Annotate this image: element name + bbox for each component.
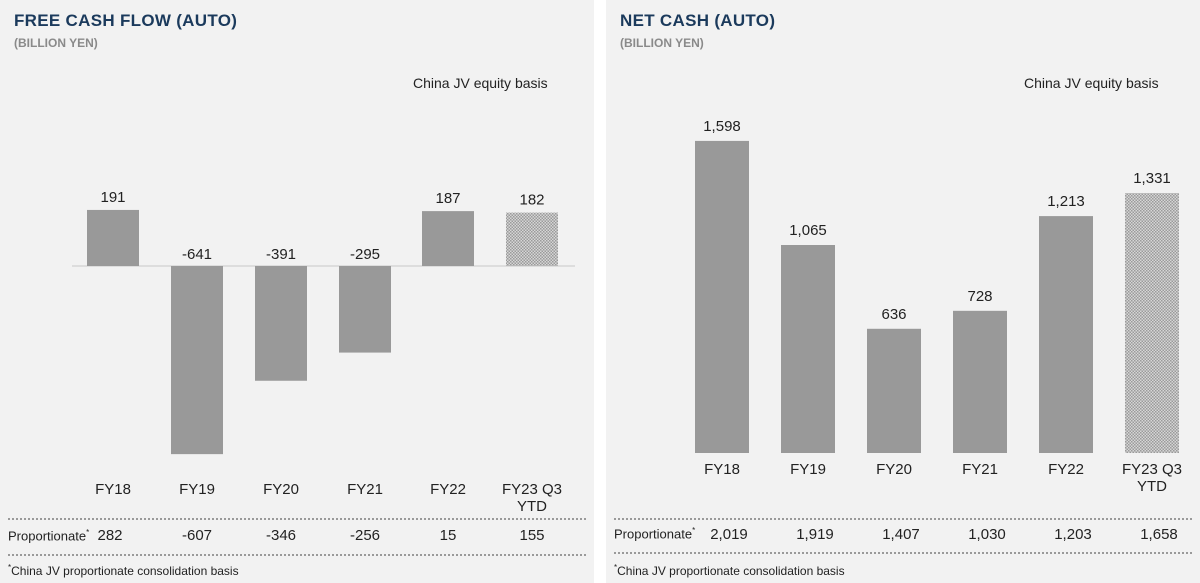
footnote: *China JV proportionate consolidation ba… xyxy=(8,563,239,578)
data-label-fy22: 1,213 xyxy=(1047,193,1085,210)
footnote: *China JV proportionate consolidation ba… xyxy=(614,563,845,578)
data-label-fy22: 187 xyxy=(435,190,460,207)
x-tick-label-fy23-q3-ytd-line-1: FY23 Q3 xyxy=(502,481,562,498)
proportionate-value-fy20: 1,407 xyxy=(882,526,920,543)
x-tick-label-fy21: FY21 xyxy=(962,461,998,478)
proportionate-value-fy20: -346 xyxy=(265,527,297,544)
data-label-fy19: 1,065 xyxy=(789,222,827,239)
x-tick-label-fy19: FY19 xyxy=(179,481,215,498)
table-divider-bottom xyxy=(8,554,586,556)
net-cash-panel: NET CASH (AUTO) (BILLION YEN) China JV e… xyxy=(606,0,1200,583)
bar-fy19 xyxy=(171,266,223,455)
table-divider-top xyxy=(8,518,586,520)
basis-note: China JV equity basis xyxy=(1024,75,1159,91)
proportionate-value-fy19: 1,919 xyxy=(796,526,834,543)
data-label-fy19: -641 xyxy=(182,246,212,263)
data-label-fy18: 1,598 xyxy=(703,118,741,135)
free-cash-flow-chart: 191 FY18 -641 FY19 -391 FY20 -295 FY21 187 FY22 18… xyxy=(72,189,575,515)
free-cash-flow-panel: FREE CASH FLOW (AUTO) (BILLION YEN) Chin… xyxy=(0,0,594,583)
x-tick-label-fy22: FY22 xyxy=(430,481,466,498)
proportionate-value-fy22: 1,203 xyxy=(1054,526,1092,543)
x-tick-label-fy23-q3-ytd-line-2: YTD xyxy=(517,498,547,515)
proportionate-value-fy23: 1,658 xyxy=(1140,526,1178,543)
bar-fy22 xyxy=(1039,216,1093,453)
proportionate-value-fy22: 15 xyxy=(439,527,457,544)
data-label-fy23-q3-ytd: 1,331 xyxy=(1133,170,1171,187)
data-label-fy23-q3-ytd: 182 xyxy=(519,192,544,209)
x-tick-label-fy22: FY22 xyxy=(1048,461,1084,478)
x-tick-label-fy18: FY18 xyxy=(95,481,131,498)
proportionate-value-fy23: 155 xyxy=(519,527,545,544)
proportionate-label: Proportionate* xyxy=(8,528,90,544)
chart-title: NET CASH (AUTO) xyxy=(620,11,776,30)
data-label-fy20: 636 xyxy=(881,306,906,323)
x-tick-label-fy19: FY19 xyxy=(790,461,826,478)
basis-note: China JV equity basis xyxy=(413,75,548,91)
proportionate-label: Proportionate* xyxy=(614,526,696,542)
data-label-fy20: -391 xyxy=(266,246,296,263)
chart-unit: (BILLION YEN) xyxy=(14,36,98,50)
bar-fy18 xyxy=(695,140,749,454)
net-cash-chart: 1,598 FY18 1,065 FY19 636 FY20 728 FY21 1,213 FY2… xyxy=(695,118,1182,495)
proportionate-value-fy21: -256 xyxy=(349,527,381,544)
bar-fy22 xyxy=(422,211,474,266)
bar-fy20 xyxy=(255,266,307,381)
data-label-fy18: 191 xyxy=(100,189,125,206)
x-tick-label-fy21: FY21 xyxy=(347,481,383,498)
proportionate-value-fy19: -607 xyxy=(181,527,213,544)
x-tick-label-fy20: FY20 xyxy=(876,461,912,478)
bar-fy23-q3-ytd xyxy=(1125,193,1179,453)
x-tick-label-fy18: FY18 xyxy=(704,461,740,478)
x-tick-label-fy23-q3-ytd-line-2: YTD xyxy=(1137,478,1167,495)
bar-fy20 xyxy=(867,328,921,453)
table-divider-bottom xyxy=(614,552,1192,554)
bar-fy19 xyxy=(781,245,835,453)
data-label-fy21: -295 xyxy=(350,246,380,263)
proportionate-value-fy21: 1,030 xyxy=(968,526,1006,543)
proportionate-value-fy18: 282 xyxy=(97,527,123,544)
data-label-fy21: 728 xyxy=(967,288,992,305)
chart-title: FREE CASH FLOW (AUTO) xyxy=(14,11,238,30)
x-tick-label-fy20: FY20 xyxy=(263,481,299,498)
proportionate-value-fy18: 2,019 xyxy=(710,526,748,543)
bar-fy21 xyxy=(953,310,1007,453)
bar-fy23-q3-ytd xyxy=(506,212,558,266)
bar-fy21 xyxy=(339,266,391,353)
table-divider-top xyxy=(614,518,1192,520)
x-tick-label-fy23-q3-ytd-line-1: FY23 Q3 xyxy=(1122,461,1182,478)
bar-fy18 xyxy=(87,209,139,266)
chart-unit: (BILLION YEN) xyxy=(620,36,704,50)
